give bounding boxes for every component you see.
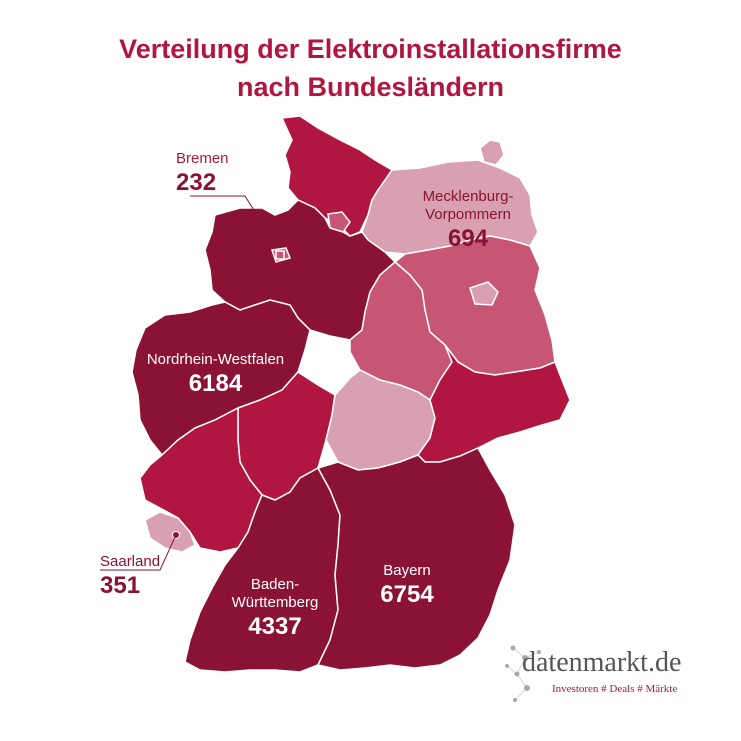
saarland-value: 351: [100, 572, 141, 599]
bremen-value: 232: [176, 169, 217, 196]
datenmarkt-logo-icon: [505, 645, 541, 702]
nrw-label: Nordrhein-Westfalen 6184: [143, 351, 288, 399]
bremen-name: Bremen: [176, 150, 229, 167]
state-berlin[interactable]: [469, 281, 499, 306]
saarland-label: Saarland 351: [100, 553, 170, 601]
nrw-value: 6184: [188, 370, 243, 397]
bayern-label: Bayern 6754: [365, 562, 449, 610]
map-title: Verteilung der Elektroinstallationsfirme…: [0, 30, 741, 106]
mv-label: Mecklenburg- Vorpommern 694: [398, 188, 538, 254]
title-line-1: Verteilung der Elektroinstallationsfirme: [119, 34, 622, 64]
island-ruegen: [479, 139, 505, 166]
state-saarland[interactable]: [144, 511, 196, 553]
nrw-name: Nordrhein-Westfalen: [146, 351, 285, 368]
bw-name-line-2: Württemberg: [231, 594, 319, 611]
logo-name: datenmarkt.de: [522, 647, 682, 678]
bremen-leader-line: [190, 195, 279, 249]
logo-tagline: Investoren # Deals # Märkte: [552, 683, 678, 695]
state-sachsen[interactable]: [417, 344, 571, 463]
mv-value: 694: [447, 225, 489, 252]
mv-name-line-1: Mecklenburg-: [422, 188, 514, 205]
bw-name-line-1: Baden-: [250, 576, 300, 593]
bw-label: Baden- Württemberg 4337: [225, 576, 325, 642]
bayern-name: Bayern: [383, 562, 431, 579]
state-bayern[interactable]: [316, 447, 516, 671]
bremen-label: Bremen 232: [176, 150, 246, 198]
bayern-value: 6754: [380, 581, 434, 608]
state-schleswig-holstein[interactable]: [280, 115, 393, 237]
saarland-leader-line: [100, 534, 177, 571]
bw-value: 4337: [248, 613, 302, 640]
title-line-2: nach Bundesländern: [236, 72, 505, 102]
saarland-name: Saarland: [100, 553, 161, 570]
bremen-marker: [275, 250, 285, 260]
mv-name-line-2: Vorpommern: [425, 206, 511, 223]
